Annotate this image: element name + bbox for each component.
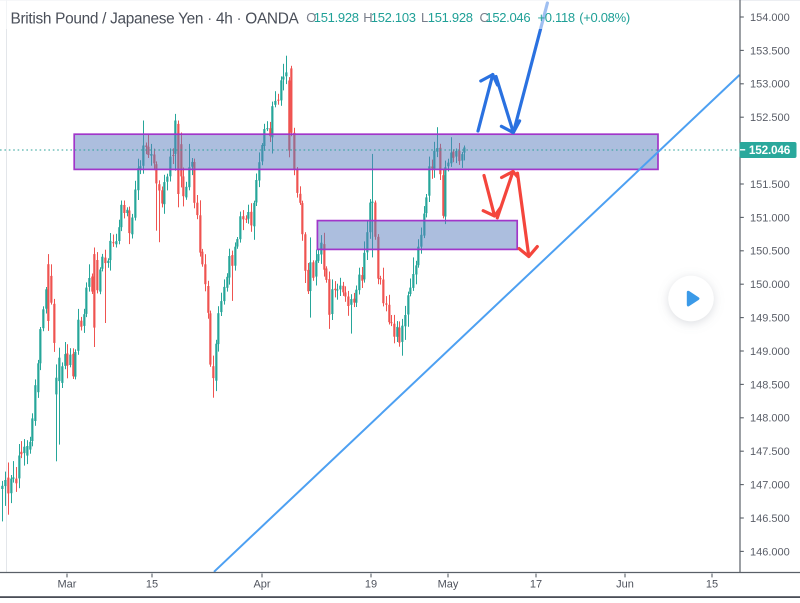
svg-text:149.500: 149.500 bbox=[750, 313, 790, 325]
svg-text:148.500: 148.500 bbox=[750, 379, 790, 391]
svg-text:H: H bbox=[363, 10, 372, 25]
svg-text:O: O bbox=[306, 10, 316, 25]
svg-text:147.000: 147.000 bbox=[750, 480, 790, 492]
svg-text:154.000: 154.000 bbox=[750, 12, 790, 24]
svg-text:Apr: Apr bbox=[253, 579, 270, 591]
svg-text:148.000: 148.000 bbox=[750, 413, 790, 425]
svg-text:153.000: 153.000 bbox=[750, 79, 790, 91]
svg-text:146.000: 146.000 bbox=[750, 546, 790, 558]
svg-text:17: 17 bbox=[530, 579, 542, 591]
svg-text:Mar: Mar bbox=[58, 579, 77, 591]
svg-text:19: 19 bbox=[365, 579, 377, 591]
svg-text:151.000: 151.000 bbox=[750, 212, 790, 224]
svg-text:C: C bbox=[480, 10, 489, 25]
svg-text:150.000: 150.000 bbox=[750, 279, 790, 291]
svg-text:151.928: 151.928 bbox=[428, 10, 473, 25]
svg-text:L: L bbox=[421, 10, 428, 25]
svg-text:May: May bbox=[438, 579, 459, 591]
svg-text:15: 15 bbox=[146, 579, 158, 591]
svg-text:150.500: 150.500 bbox=[750, 246, 790, 258]
svg-text:152.046: 152.046 bbox=[749, 143, 791, 157]
svg-text:151.928: 151.928 bbox=[314, 10, 359, 25]
svg-text:151.500: 151.500 bbox=[750, 179, 790, 191]
svg-text:152.103: 152.103 bbox=[371, 10, 416, 25]
svg-text:152.046: 152.046 bbox=[485, 10, 530, 25]
svg-text:+0.118: +0.118 bbox=[538, 10, 575, 25]
svg-text:British Pound / Japanese Yen ·: British Pound / Japanese Yen · 4h · OAND… bbox=[11, 11, 300, 28]
svg-text:(+0.08%): (+0.08%) bbox=[579, 10, 630, 25]
svg-text:153.500: 153.500 bbox=[750, 45, 790, 57]
svg-text:Jun: Jun bbox=[616, 579, 634, 591]
svg-text:15: 15 bbox=[706, 579, 718, 591]
svg-text:152.500: 152.500 bbox=[750, 112, 790, 124]
svg-text:147.500: 147.500 bbox=[750, 446, 790, 458]
svg-text:146.500: 146.500 bbox=[750, 513, 790, 525]
svg-text:149.000: 149.000 bbox=[750, 346, 790, 358]
